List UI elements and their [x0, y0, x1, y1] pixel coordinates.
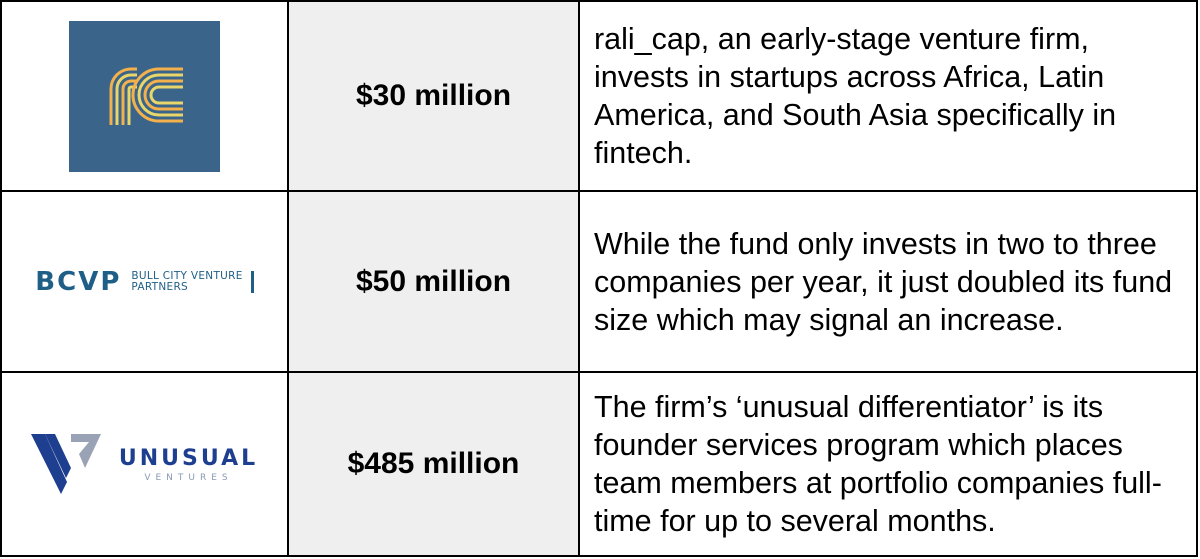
bcvp-logo-bar	[250, 270, 254, 293]
fund-amount: $50 million	[289, 192, 580, 373]
unusual-v-icon	[30, 434, 101, 494]
unusual-logo: UNUSUAL VENTURES	[30, 432, 259, 496]
logo-cell-rali-cap	[2, 2, 289, 192]
fund-amount: $30 million	[289, 2, 580, 192]
fund-description: The firm’s ‘unusual differentiator’ is i…	[580, 373, 1196, 555]
unusual-logo-main: UNUSUAL	[118, 445, 259, 471]
rc-logo-icon	[69, 20, 220, 172]
bcvp-logo-sub-line2: PARTNERS	[131, 280, 189, 293]
logo-cell-bcvp: BCVP BULL CITY VENTURE PARTNERS	[2, 192, 289, 373]
bcvp-logo-main: BCVP	[35, 266, 122, 297]
bcvp-logo-sub-line1: BULL CITY VENTURE	[131, 269, 243, 282]
logo-cell-unusual: UNUSUAL VENTURES	[2, 373, 289, 555]
unusual-logo-sub: VENTURES	[144, 472, 233, 483]
fund-amount: $485 million	[289, 373, 580, 555]
bcvp-logo-sub: BULL CITY VENTURE PARTNERS	[131, 269, 243, 293]
fund-description: While the fund only invests in two to th…	[580, 192, 1196, 373]
bcvp-logo: BCVP BULL CITY VENTURE PARTNERS	[35, 266, 254, 297]
fund-description: rali_cap, an early-stage venture firm, i…	[580, 2, 1196, 192]
